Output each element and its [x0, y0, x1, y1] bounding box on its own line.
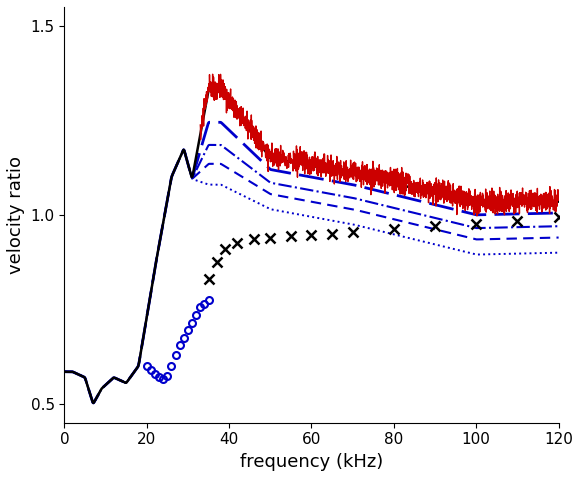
- Y-axis label: velocity ratio: velocity ratio: [7, 156, 25, 274]
- X-axis label: frequency (kHz): frequency (kHz): [240, 453, 383, 471]
